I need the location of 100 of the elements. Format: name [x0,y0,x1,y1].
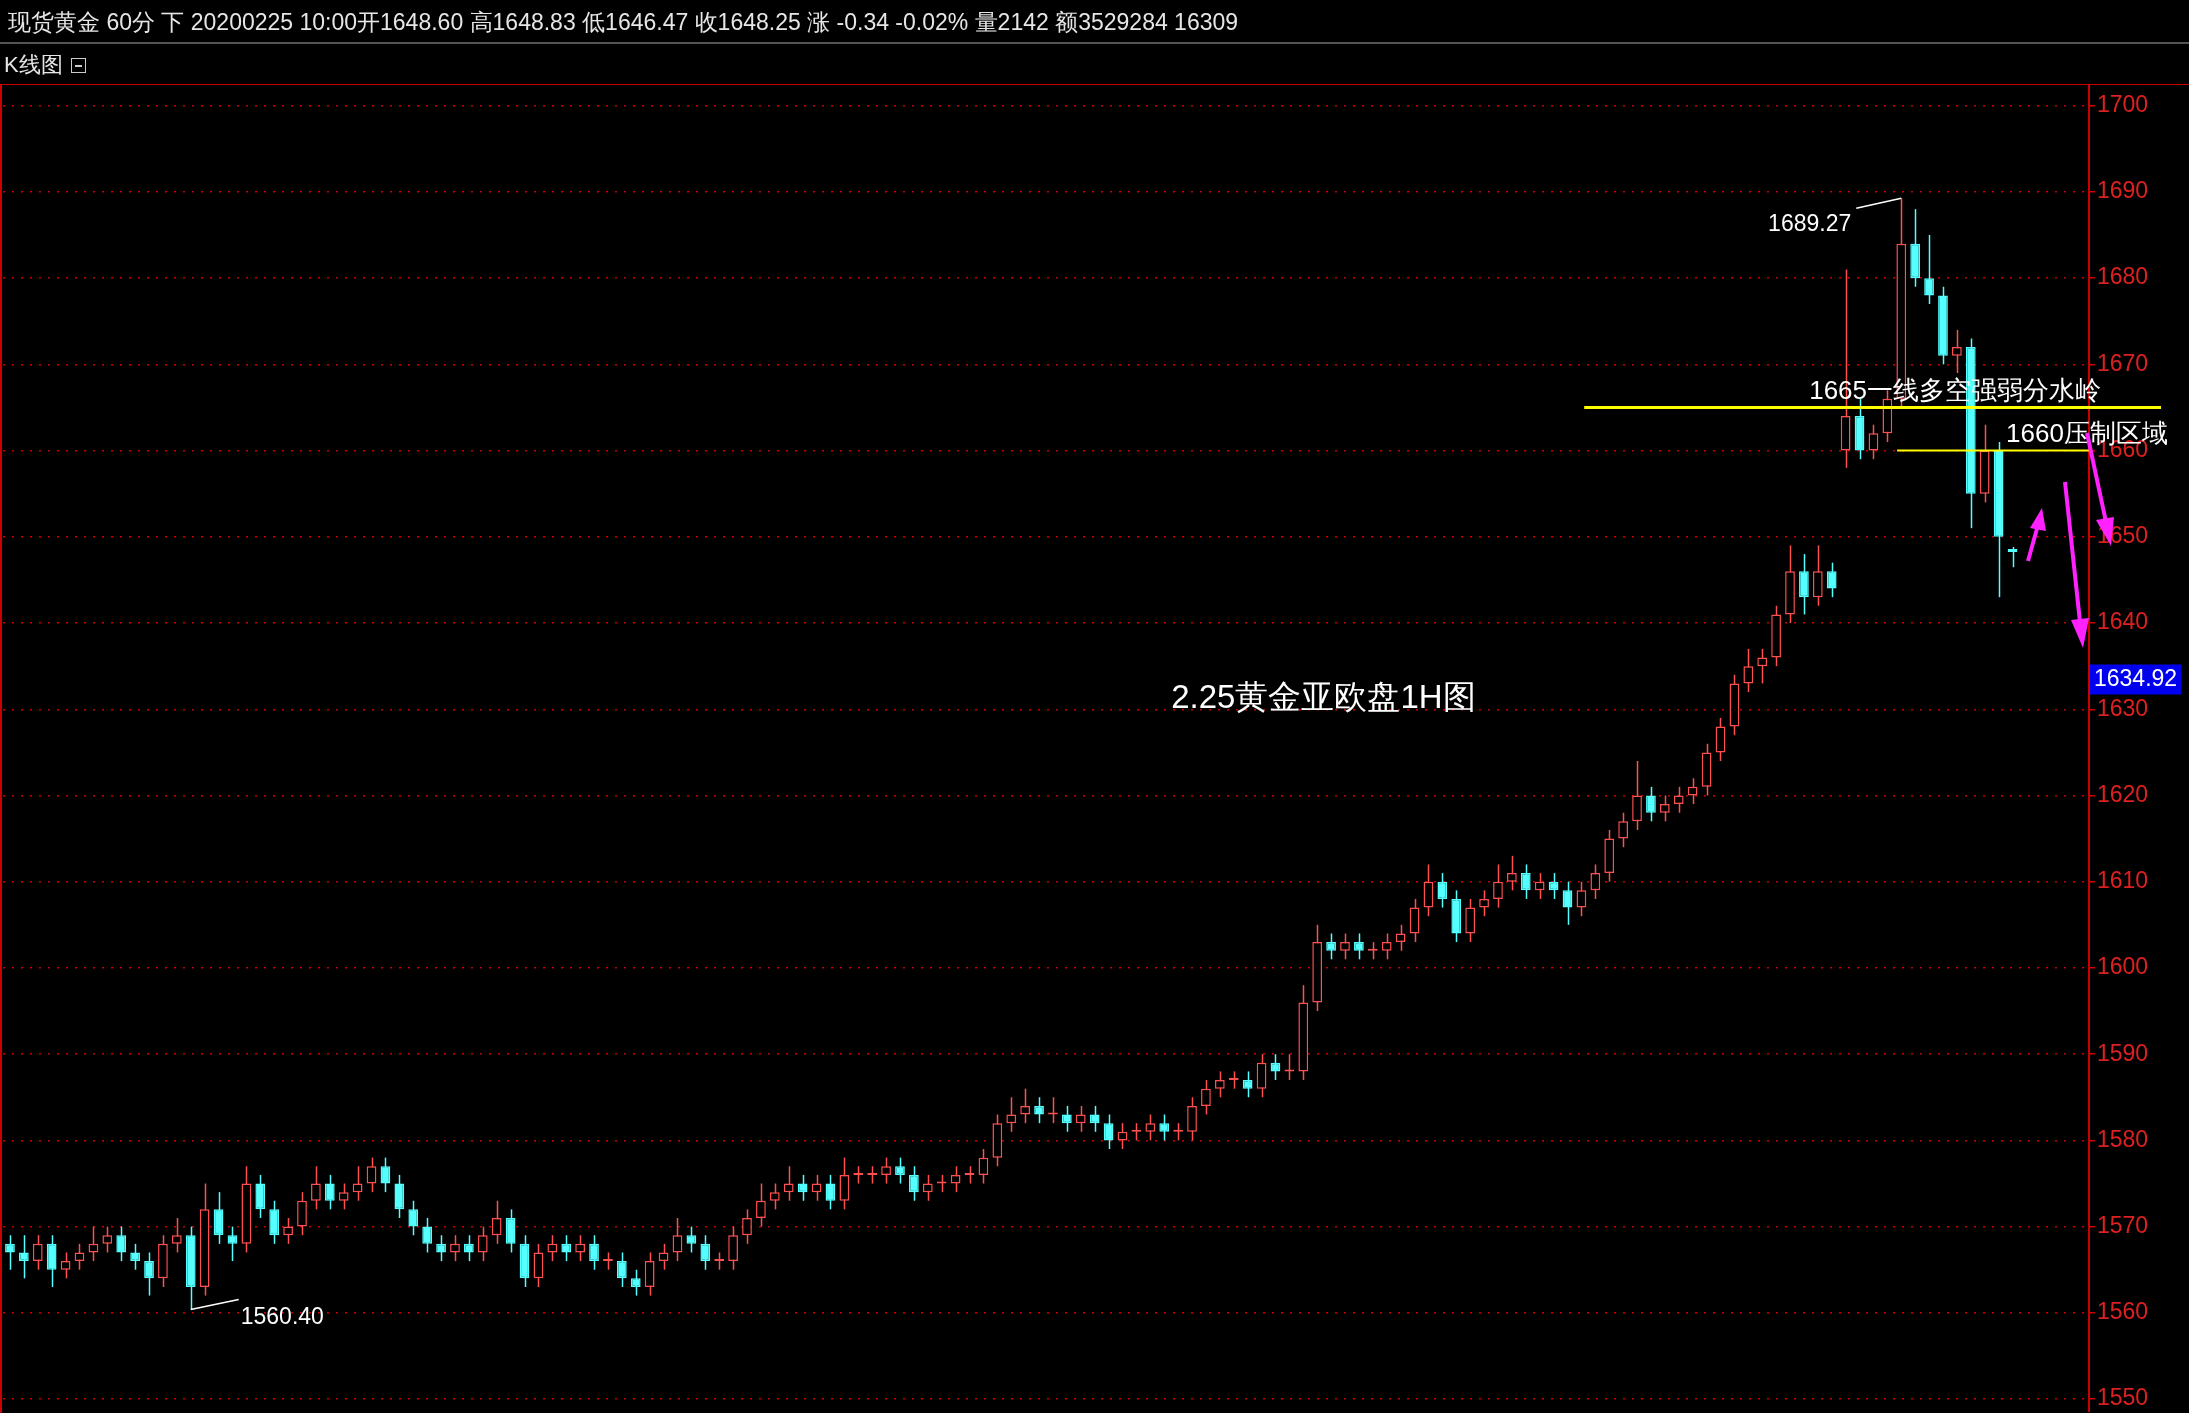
chart-title: 现货黄金 60分 下 20200225 10:00开1648.60 高1648.83 低1646.47 收1648.25 涨 -0.34 -0.02% 量2142 额3529284 16309 [0,0,2189,44]
candlestick [839,1156,850,1211]
candlestick [1534,872,1545,900]
candlestick [18,1234,29,1280]
y-tick-label: 1670 [2097,349,2149,376]
candlestick [1479,889,1489,917]
candlestick [1632,760,1642,831]
y-tick-label: 1680 [2097,263,2149,290]
candlestick [1868,423,1879,460]
candlestick [797,1174,808,1202]
candlestick [1743,648,1754,693]
candlestick [1826,561,1837,598]
candlestick [1659,794,1670,823]
candlestick [1812,544,1823,607]
candlestick [1034,1096,1044,1124]
candlestick [1020,1087,1031,1124]
candlestick [227,1225,238,1262]
candlestick [297,1191,307,1236]
candlestick [1159,1113,1170,1142]
candlestick [1437,872,1448,909]
candlestick [1757,648,1768,685]
candlestick [1673,786,1684,814]
candlestick [46,1234,57,1288]
candlestick [825,1174,836,1211]
annotation: 2.25黄金亚欧盘1H图 [1171,678,1476,716]
candlestick [1590,863,1601,900]
candlestick [1409,898,1420,943]
candlestick [533,1243,544,1288]
candlestick [1687,777,1698,805]
y-tick-label: 1580 [2097,1125,2149,1152]
candlestick [769,1182,780,1211]
candlestick [561,1234,572,1262]
candlestick [394,1174,405,1219]
candlestick [171,1217,182,1254]
candlestick [1145,1113,1156,1142]
candlestick [352,1165,363,1202]
candlestick [672,1217,683,1262]
candlestick [1548,872,1559,900]
candlestick [283,1217,293,1245]
candlestick [1576,880,1587,917]
y-tick-label: 1690 [2097,177,2149,204]
candlestick [950,1165,961,1193]
text: 1634.92 [2094,664,2178,691]
candlestick [1187,1096,1197,1142]
candlestick [255,1174,266,1219]
candlestick [116,1225,127,1262]
y-tick-label: 1600 [2097,953,2149,980]
candlestick [5,1234,15,1271]
candlestick [477,1225,488,1262]
candlestick [1395,924,1406,952]
candlestick [450,1234,460,1262]
candlestick [1117,1122,1128,1150]
candlestick [491,1200,502,1245]
candlestick [102,1225,113,1254]
candlestick [324,1174,335,1211]
candlestick [1214,1070,1225,1099]
candlestick [366,1156,377,1193]
candlestick [547,1234,558,1262]
candlestick [338,1182,349,1211]
candlestick [436,1234,446,1262]
y-tick-label: 1570 [2097,1211,2149,1238]
candlestick [1103,1113,1114,1150]
y-tick-label: 1610 [2097,867,2149,894]
candlestick [686,1225,697,1254]
y-tick-label: 1640 [2097,608,2149,635]
y-tick-label: 1700 [2097,91,2149,118]
candlestick [644,1251,655,1297]
candlestick [1562,880,1573,926]
candlestick [589,1234,599,1271]
candlestick [1465,898,1476,943]
annotation: 1689.27 [1768,209,1852,236]
candlestick [783,1165,794,1202]
candlestick [922,1174,933,1202]
y-tick-label: 1620 [2097,780,2149,807]
candlestick [575,1234,585,1262]
candlestick [60,1251,71,1280]
candlestick [1242,1070,1253,1099]
candlestick [811,1174,822,1202]
annotation: 1560.40 [240,1302,324,1329]
candlestick [1061,1105,1072,1133]
candlestick [1075,1105,1086,1133]
candlestick [1715,717,1726,762]
candlestick [1089,1105,1100,1133]
y-tick-label: 1560 [2097,1298,2149,1325]
candlestick [408,1200,419,1236]
candlestick [74,1243,85,1271]
y-tick-label: 1630 [2097,694,2149,721]
candlestick [32,1234,43,1271]
candlestick [978,1148,989,1185]
candlestick [630,1268,641,1297]
candlestick [658,1243,669,1271]
candlestick [1270,1053,1281,1081]
candlestick [130,1243,140,1271]
candlestick [742,1208,752,1245]
candlestick [464,1234,474,1262]
candlestick [505,1208,516,1254]
candlestick [616,1251,627,1288]
candlestick [1006,1096,1017,1133]
candlestick [269,1200,280,1245]
candlestick [1423,863,1434,917]
